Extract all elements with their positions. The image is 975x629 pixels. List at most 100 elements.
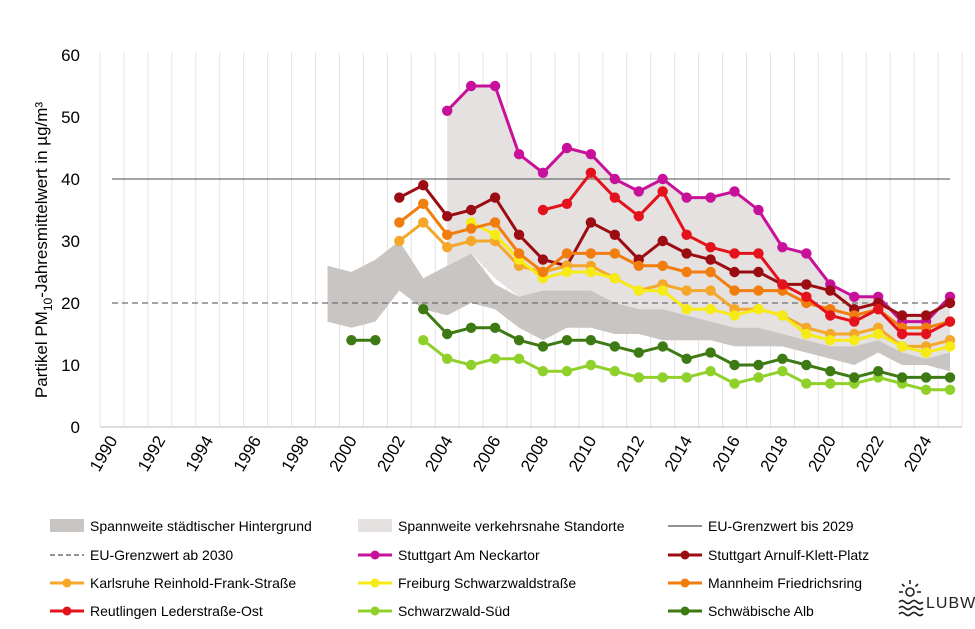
data-point bbox=[849, 316, 860, 327]
data-point bbox=[418, 335, 429, 346]
data-point bbox=[705, 242, 716, 253]
x-tick-label: 2002 bbox=[373, 433, 408, 475]
data-point bbox=[777, 366, 788, 377]
data-point bbox=[633, 347, 644, 358]
legend-marker bbox=[370, 606, 380, 616]
data-point bbox=[801, 291, 812, 302]
legend-marker bbox=[680, 550, 690, 560]
data-point bbox=[537, 204, 549, 216]
legend-swatch bbox=[50, 519, 84, 532]
data-point bbox=[681, 372, 692, 383]
legend-label: Stuttgart Arnulf-Klett-Platz bbox=[708, 547, 869, 563]
data-point bbox=[465, 204, 477, 216]
data-point bbox=[896, 341, 908, 352]
legend-item: Spannweite städtischer Hintergrund bbox=[50, 518, 312, 534]
data-point bbox=[849, 335, 860, 346]
data-point bbox=[513, 335, 525, 346]
y-axis-label: Partikel PM10-Jahresmittelwert in µg/m³ bbox=[32, 102, 55, 399]
legend-item: Spannweite verkehrsnahe Standorte bbox=[358, 518, 625, 534]
x-tick-label: 1994 bbox=[182, 433, 217, 475]
data-point bbox=[585, 167, 597, 178]
x-tick-label: 2010 bbox=[565, 433, 600, 475]
data-point bbox=[537, 366, 549, 377]
data-point bbox=[609, 273, 621, 284]
y-axis: 0 10 20 30 40 50 60 bbox=[61, 46, 80, 437]
data-point bbox=[441, 211, 453, 222]
legend-marker bbox=[370, 550, 380, 560]
data-point bbox=[920, 384, 932, 395]
data-point bbox=[896, 328, 908, 340]
series-group bbox=[418, 335, 956, 395]
data-point bbox=[561, 366, 573, 377]
data-point bbox=[633, 211, 644, 222]
x-tick-label: 2014 bbox=[661, 433, 696, 475]
data-point bbox=[394, 217, 405, 228]
data-point bbox=[609, 366, 621, 377]
data-point bbox=[753, 304, 764, 315]
data-point bbox=[825, 285, 836, 296]
data-point bbox=[633, 372, 644, 383]
data-point bbox=[633, 260, 644, 271]
data-point bbox=[657, 235, 668, 247]
data-point bbox=[418, 217, 429, 228]
data-point bbox=[633, 285, 644, 296]
data-point bbox=[370, 335, 381, 346]
x-tick-label: 2022 bbox=[852, 433, 887, 475]
data-point bbox=[537, 167, 549, 178]
x-tick-label: 2018 bbox=[757, 433, 792, 475]
data-point bbox=[465, 223, 477, 234]
data-point bbox=[872, 304, 884, 315]
data-point bbox=[825, 310, 836, 321]
legend-label: EU-Grenzwert ab 2030 bbox=[90, 547, 233, 563]
data-point bbox=[441, 242, 453, 253]
data-point bbox=[801, 378, 812, 389]
series-group bbox=[346, 304, 956, 383]
data-point bbox=[609, 173, 621, 185]
legend-label: EU-Grenzwert bis 2029 bbox=[708, 518, 854, 534]
data-point bbox=[944, 384, 956, 395]
data-point bbox=[753, 285, 764, 296]
x-axis: 1990 1992 1994 1996 1998 2000 2002 2004 2006 2008… bbox=[86, 433, 935, 475]
data-point bbox=[753, 372, 764, 383]
data-point bbox=[681, 266, 692, 278]
data-point bbox=[777, 310, 788, 321]
legend-item: EU-Grenzwert bis 2029 bbox=[668, 518, 854, 534]
x-tick-label: 2016 bbox=[709, 433, 744, 475]
x-tick-label: 2024 bbox=[900, 433, 935, 475]
data-point bbox=[513, 149, 525, 160]
data-point bbox=[896, 372, 908, 383]
sun-wave-logo-icon bbox=[898, 580, 924, 617]
data-point bbox=[729, 186, 740, 197]
data-point bbox=[944, 341, 956, 352]
data-point bbox=[849, 291, 860, 302]
x-tick-label: 2012 bbox=[613, 433, 648, 475]
data-point bbox=[872, 366, 884, 377]
data-point bbox=[681, 248, 692, 259]
data-point bbox=[944, 297, 956, 309]
x-tick-label: 2000 bbox=[326, 433, 361, 475]
legend-item: EU-Grenzwert ab 2030 bbox=[50, 547, 233, 563]
data-point bbox=[418, 304, 429, 315]
legend-item: Freiburg Schwarzwaldstraße bbox=[358, 575, 576, 591]
y-tick-label: 40 bbox=[61, 170, 80, 189]
data-point bbox=[825, 335, 836, 346]
y-tick-label: 50 bbox=[61, 108, 80, 127]
data-point bbox=[753, 266, 764, 278]
data-point bbox=[657, 186, 668, 197]
legend-marker bbox=[370, 578, 380, 588]
data-point bbox=[705, 366, 716, 377]
y-axis-label-subscript: 10 bbox=[41, 297, 55, 311]
data-point bbox=[585, 335, 597, 346]
data-point bbox=[465, 322, 477, 333]
data-point bbox=[513, 248, 525, 259]
data-point bbox=[489, 217, 501, 228]
data-point bbox=[657, 173, 668, 185]
legend-label: Spannweite verkehrsnahe Standorte bbox=[398, 518, 625, 534]
data-point bbox=[753, 248, 764, 259]
data-point bbox=[489, 192, 501, 203]
reference-lines bbox=[112, 178, 950, 304]
data-point bbox=[729, 378, 740, 389]
data-point bbox=[896, 310, 908, 321]
data-point bbox=[777, 242, 788, 253]
